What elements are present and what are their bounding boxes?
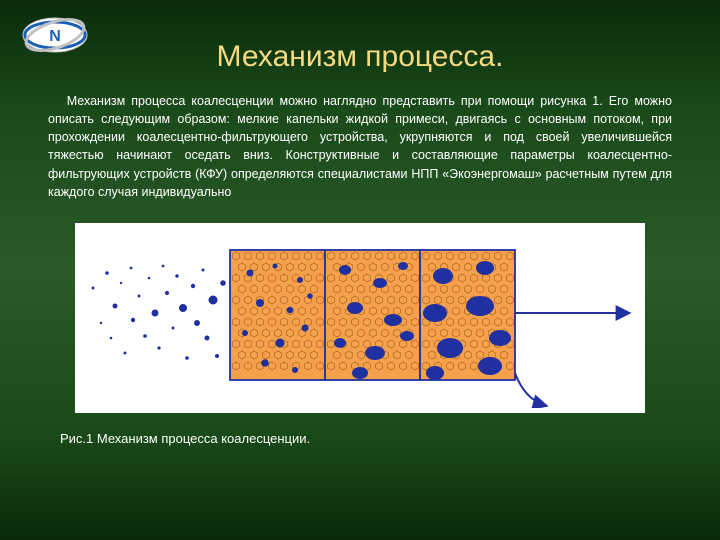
figure-coalescence (75, 223, 645, 413)
slide-title: Механизм процесса. (0, 0, 720, 92)
body-paragraph: Механизм процесса коалесценции можно наг… (0, 92, 720, 201)
svg-text:N: N (49, 28, 61, 45)
figure-caption: Рис.1 Механизм процесса коалесценции. (0, 427, 720, 446)
logo-badge: N (20, 15, 90, 55)
